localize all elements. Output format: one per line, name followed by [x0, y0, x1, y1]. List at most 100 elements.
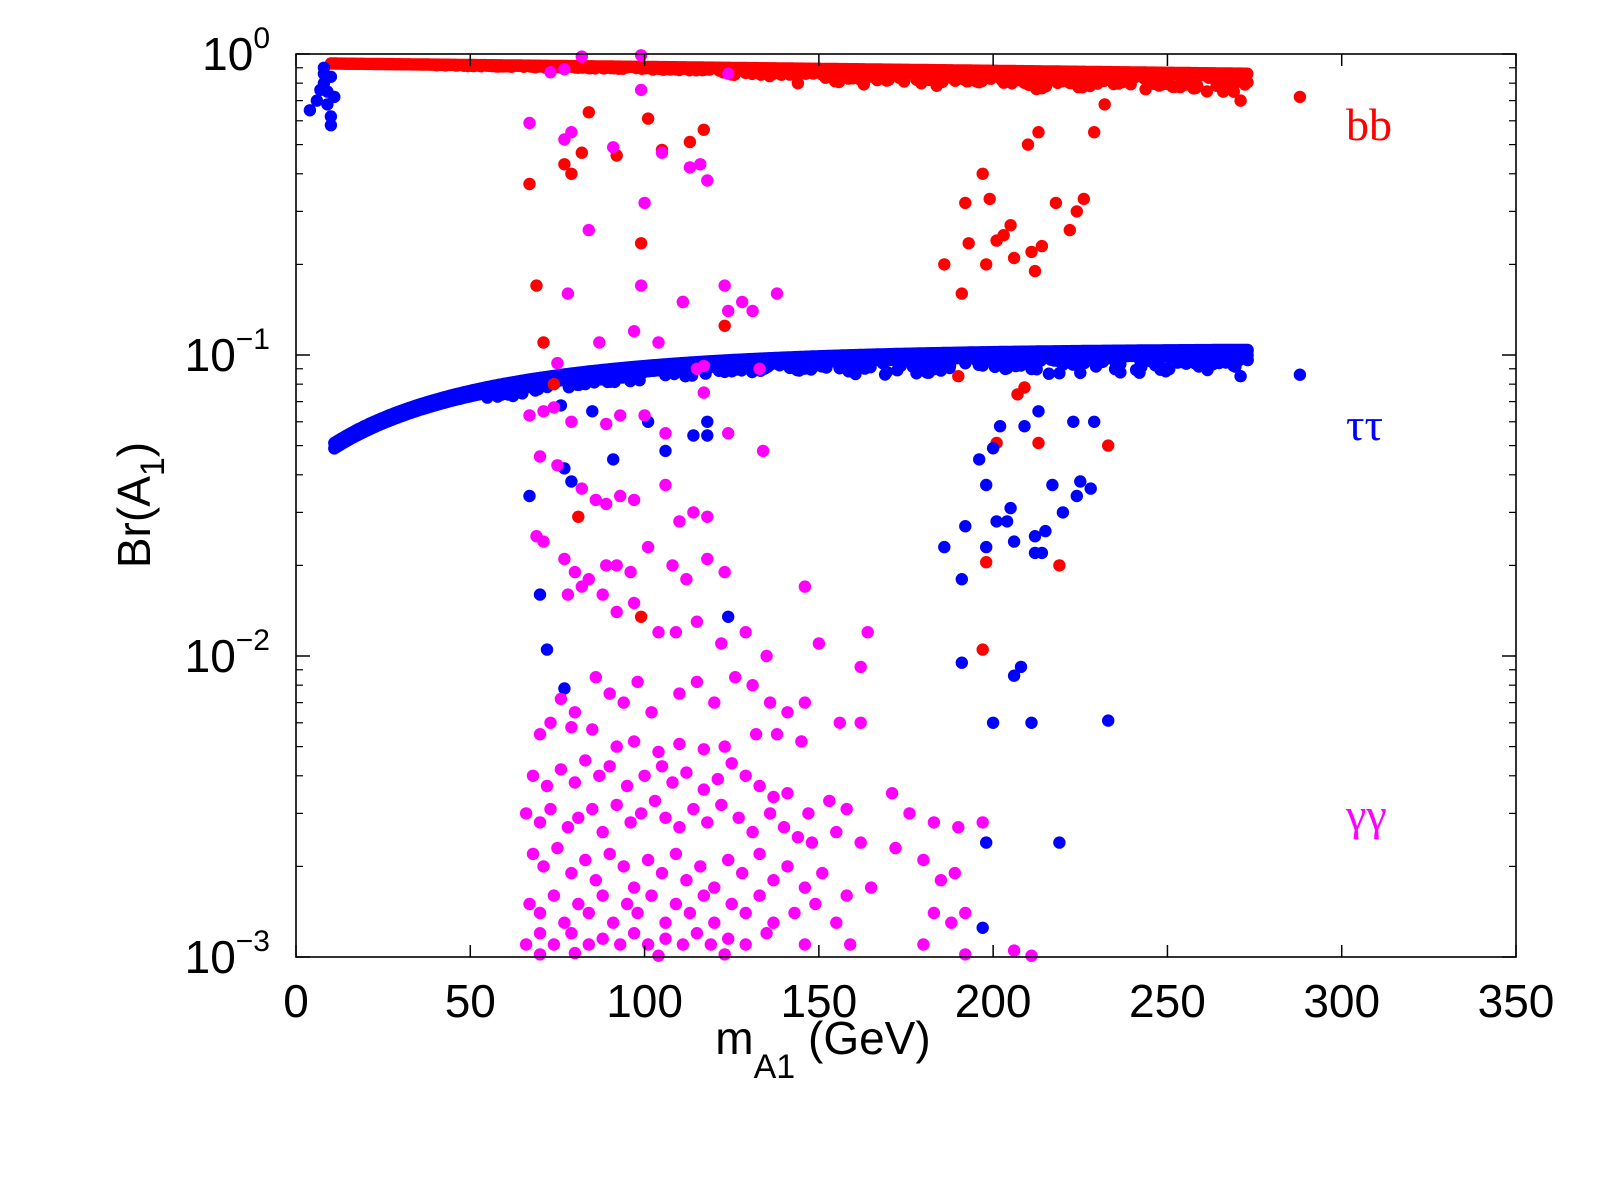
gamma-gamma-point — [523, 409, 536, 422]
gamma-gamma-point — [830, 825, 843, 839]
bb-point — [1032, 126, 1045, 139]
gamma-gamma-point — [596, 825, 609, 839]
gamma-gamma-point — [659, 427, 672, 440]
gamma-gamma-point — [666, 776, 679, 789]
gamma-gamma-point — [631, 906, 644, 920]
bb-point — [791, 77, 805, 90]
tau-tau-point — [310, 94, 324, 107]
gamma-gamma-point — [708, 881, 721, 894]
tau-band-point — [1241, 353, 1254, 367]
bb-point — [1032, 436, 1045, 450]
bb-point — [1234, 94, 1247, 107]
bb-point — [962, 237, 975, 250]
tau-tau-point — [324, 110, 338, 123]
tau-tau-point — [687, 429, 700, 442]
gamma-gamma-point — [864, 881, 878, 894]
gamma-gamma-point — [582, 906, 595, 920]
gamma-gamma-point — [589, 874, 602, 887]
gamma-gamma-point — [854, 716, 867, 729]
tau-tau-point — [1014, 660, 1028, 674]
gamma-gamma-point — [533, 728, 547, 741]
tau-tau-point — [1028, 530, 1042, 543]
gamma-gamma-point — [680, 573, 693, 586]
gamma-gamma-point — [655, 146, 669, 159]
bb-point — [1025, 245, 1038, 259]
bb-point — [1088, 126, 1101, 139]
gamma-gamma-point — [572, 897, 585, 911]
gamma-gamma-point — [676, 938, 690, 951]
bb-point — [1077, 192, 1091, 206]
gamma-gamma-point — [544, 716, 557, 729]
gamma-gamma-point — [844, 938, 857, 951]
gamma-gamma-point — [959, 906, 972, 920]
gamma-gamma-point — [641, 540, 655, 554]
tau-tau-point — [973, 453, 986, 466]
tau-tau-point — [1004, 501, 1017, 515]
gamma-gamma-point — [603, 687, 616, 700]
bb-point — [983, 192, 996, 206]
gamma-gamma-point — [788, 906, 801, 920]
gamma-gamma-point — [718, 565, 731, 579]
gamma-gamma-point — [736, 866, 749, 880]
tau-tau-point — [1039, 524, 1052, 538]
bb-point — [955, 287, 968, 300]
gamma-gamma-point — [586, 723, 599, 736]
tau-tau-point — [317, 61, 331, 74]
tau-tau-point — [955, 656, 968, 669]
gamma-gamma-point — [861, 626, 874, 639]
bb-point — [1028, 264, 1042, 278]
gamma-gamma-point — [669, 897, 683, 911]
gamma-gamma-point — [603, 760, 616, 773]
gamma-gamma-point — [610, 559, 623, 572]
data-markers — [303, 49, 1307, 962]
gamma-gamma-point — [554, 692, 568, 706]
gamma-gamma-point — [610, 605, 623, 619]
gamma-gamma-point — [551, 356, 564, 370]
gamma-gamma-point — [638, 769, 651, 782]
gamma-gamma-point — [809, 897, 822, 911]
gamma-gamma-point — [753, 362, 766, 375]
bb-point — [1063, 223, 1077, 237]
bb-point — [1053, 559, 1066, 572]
gamma-gamma-point — [593, 769, 606, 782]
tau-tau-point — [1084, 482, 1097, 495]
gamma-gamma-point — [683, 161, 697, 174]
gamma-gamma-point — [575, 482, 588, 495]
bb-band-point — [1227, 85, 1241, 98]
gamma-gamma-point — [600, 497, 613, 511]
gamma-gamma-point — [959, 948, 972, 961]
tau-tau-point — [1102, 714, 1115, 727]
gamma-gamma-point — [736, 295, 749, 309]
gamma-gamma-point — [607, 916, 620, 929]
tau-tau-point — [980, 836, 993, 849]
gamma-gamma-point — [519, 807, 533, 820]
bb-point — [634, 610, 648, 623]
bb-point — [1007, 251, 1021, 265]
tau-tau-point — [1000, 515, 1014, 528]
tau-tau-point — [303, 104, 317, 117]
tau-band-point — [880, 365, 893, 379]
gamma-gamma-point — [680, 766, 693, 779]
gamma-gamma-point — [885, 787, 899, 800]
gamma-gamma-point — [854, 660, 867, 674]
tau-tau-point — [1070, 489, 1084, 503]
gamma-gamma-point — [572, 811, 585, 824]
bb-point — [1049, 196, 1063, 210]
gamma-gamma-point — [579, 754, 592, 767]
gamma-gamma-point — [781, 787, 794, 800]
gamma-gamma-point — [739, 769, 752, 782]
gamma-gamma-point — [770, 287, 784, 300]
x-tick-label: 150 — [780, 975, 857, 1027]
gamma-gamma-point — [917, 938, 930, 951]
tau-tau-point — [586, 405, 599, 418]
gamma-gamma-point — [854, 836, 867, 849]
series-label-bb: bb — [1346, 99, 1392, 150]
bb-point — [558, 158, 571, 171]
gamma-gamma-point — [659, 932, 672, 945]
gamma-gamma-point — [746, 304, 759, 318]
gamma-gamma-point — [627, 493, 641, 507]
x-tick-label: 200 — [955, 975, 1032, 1027]
gamma-gamma-point — [1025, 949, 1038, 962]
tau-tau-point — [701, 415, 714, 428]
